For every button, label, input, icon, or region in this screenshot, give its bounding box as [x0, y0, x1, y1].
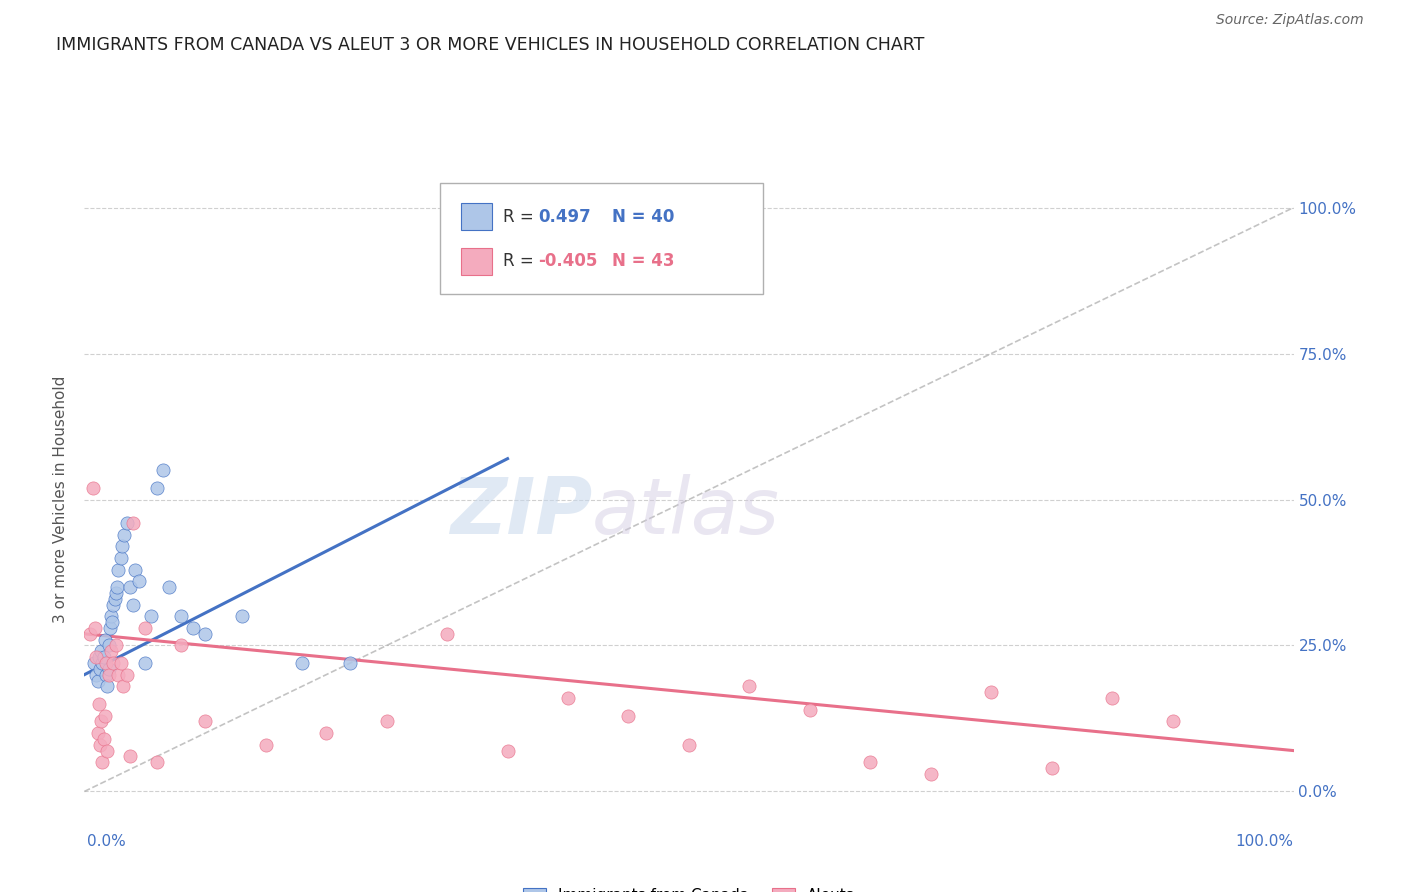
Point — [980, 685, 1002, 699]
Point — [120, 749, 142, 764]
Point — [134, 621, 156, 635]
Point — [103, 656, 125, 670]
Point — [121, 516, 143, 530]
Point — [339, 656, 361, 670]
Point — [91, 656, 114, 670]
Point — [104, 586, 127, 600]
Point — [100, 644, 122, 658]
Point — [97, 667, 120, 681]
Point — [170, 639, 193, 653]
Point — [97, 662, 120, 676]
Legend: Immigrants from Canada, Aleuts: Immigrants from Canada, Aleuts — [517, 882, 860, 892]
Point — [157, 580, 180, 594]
Point — [82, 481, 104, 495]
Point — [89, 738, 111, 752]
Point — [859, 756, 882, 770]
Point — [436, 627, 458, 641]
Y-axis label: 3 or more Vehicles in Household: 3 or more Vehicles in Household — [53, 376, 69, 624]
Point — [89, 662, 111, 676]
Point — [98, 621, 121, 635]
Point — [107, 667, 129, 681]
Text: IMMIGRANTS FROM CANADA VS ALEUT 3 OR MORE VEHICLES IN HOUSEHOLD CORRELATION CHAR: IMMIGRANTS FROM CANADA VS ALEUT 3 OR MOR… — [56, 36, 925, 54]
Point — [94, 667, 117, 681]
Text: N = 43: N = 43 — [612, 252, 673, 270]
Point — [83, 656, 105, 670]
Point — [79, 627, 101, 641]
Point — [146, 756, 169, 770]
Point — [94, 656, 117, 670]
Point — [231, 609, 253, 624]
Point — [110, 656, 132, 670]
Point — [115, 516, 138, 530]
Point — [96, 743, 118, 757]
Text: atlas: atlas — [592, 475, 780, 550]
Point — [86, 673, 108, 688]
Point — [87, 650, 110, 665]
Text: -0.405: -0.405 — [538, 252, 598, 270]
Point — [678, 738, 700, 752]
Point — [112, 527, 135, 541]
Point — [93, 731, 115, 746]
Point — [110, 550, 132, 565]
Point — [90, 644, 112, 658]
Point — [101, 615, 124, 629]
Point — [96, 679, 118, 693]
Point — [1161, 714, 1184, 729]
Point — [194, 714, 217, 729]
Point — [254, 738, 277, 752]
Point — [93, 650, 115, 665]
Point — [146, 481, 169, 495]
Point — [91, 756, 114, 770]
Point — [115, 667, 138, 681]
Point — [84, 621, 107, 635]
Point — [86, 650, 108, 665]
Text: N = 40: N = 40 — [612, 208, 673, 226]
Point — [121, 598, 143, 612]
Point — [90, 714, 112, 729]
Point — [103, 598, 125, 612]
Point — [87, 697, 110, 711]
Point — [124, 563, 146, 577]
Text: 0.0%: 0.0% — [87, 834, 127, 849]
Point — [315, 726, 337, 740]
Point — [799, 703, 821, 717]
Point — [107, 563, 129, 577]
Point — [181, 621, 204, 635]
Point — [112, 679, 135, 693]
Point — [617, 708, 640, 723]
Text: R =: R = — [503, 208, 534, 226]
Point — [134, 656, 156, 670]
Point — [375, 714, 398, 729]
Point — [97, 639, 120, 653]
Point — [1040, 761, 1063, 775]
Point — [170, 609, 193, 624]
Point — [194, 627, 217, 641]
Point — [1101, 691, 1123, 706]
Point — [104, 591, 127, 606]
Point — [920, 767, 942, 781]
Point — [86, 726, 108, 740]
Point — [291, 656, 314, 670]
Point — [94, 708, 117, 723]
Point — [94, 632, 117, 647]
Point — [86, 667, 108, 681]
Point — [139, 609, 162, 624]
Text: Source: ZipAtlas.com: Source: ZipAtlas.com — [1216, 13, 1364, 28]
Point — [104, 639, 127, 653]
Point — [111, 539, 134, 553]
Point — [738, 679, 761, 693]
Text: 0.497: 0.497 — [538, 208, 592, 226]
Point — [152, 463, 174, 477]
Text: R =: R = — [503, 252, 534, 270]
Point — [128, 574, 150, 589]
Text: 100.0%: 100.0% — [1236, 834, 1294, 849]
Text: ZIP: ZIP — [450, 475, 592, 550]
Point — [105, 580, 128, 594]
Point — [557, 691, 579, 706]
Point — [100, 609, 122, 624]
Point — [120, 580, 142, 594]
Point — [496, 743, 519, 757]
